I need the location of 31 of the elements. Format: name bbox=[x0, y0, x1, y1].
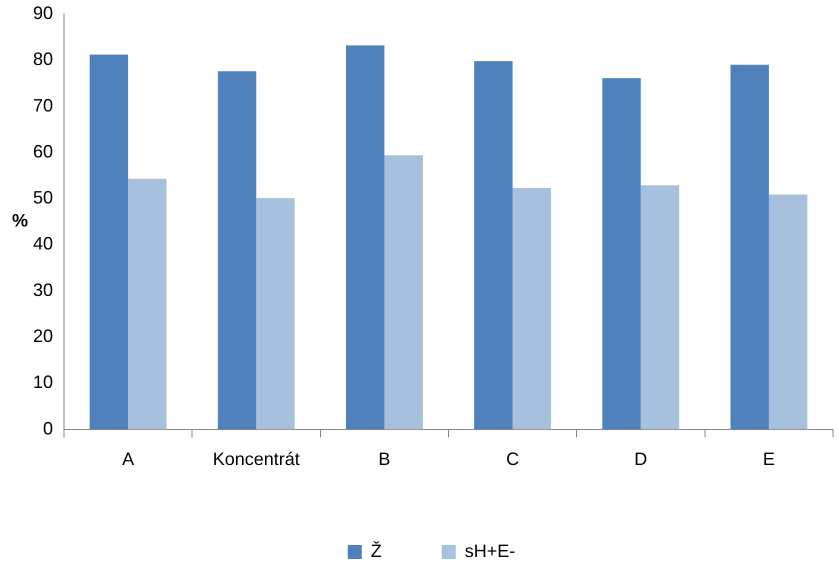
x-tick-label: E bbox=[762, 449, 775, 470]
y-tick-label: 30 bbox=[32, 280, 54, 300]
legend-label: Ž bbox=[370, 540, 382, 561]
bar bbox=[256, 198, 295, 430]
bar bbox=[474, 61, 513, 430]
y-tick-label: 20 bbox=[32, 326, 54, 346]
y-tick-label: 50 bbox=[32, 188, 54, 208]
x-tick-label: A bbox=[122, 449, 134, 470]
y-tick-label: 60 bbox=[32, 141, 54, 162]
bar bbox=[90, 54, 128, 430]
y-tick-label: 90 bbox=[32, 2, 54, 23]
bar bbox=[218, 71, 256, 430]
x-tick-label: C bbox=[506, 449, 520, 470]
bar bbox=[384, 155, 423, 430]
x-tick-label: D bbox=[634, 449, 648, 470]
bar bbox=[128, 178, 167, 430]
bar bbox=[768, 194, 808, 430]
x-tick-label: Koncentrát bbox=[212, 449, 300, 470]
y-tick-label: 0 bbox=[43, 418, 54, 438]
y-tick-label: 80 bbox=[32, 49, 54, 70]
y-tick-label: 70 bbox=[32, 95, 54, 116]
bar bbox=[346, 45, 384, 430]
bar bbox=[730, 64, 769, 430]
bar bbox=[640, 185, 680, 430]
bar bbox=[602, 78, 641, 430]
y-tick-label: 10 bbox=[32, 372, 54, 392]
bar bbox=[512, 188, 552, 430]
legend-label: sH+E- bbox=[464, 540, 516, 561]
y-axis-title: % bbox=[12, 210, 28, 231]
y-tick-label: 40 bbox=[32, 234, 54, 254]
x-tick-label: B bbox=[378, 449, 390, 470]
